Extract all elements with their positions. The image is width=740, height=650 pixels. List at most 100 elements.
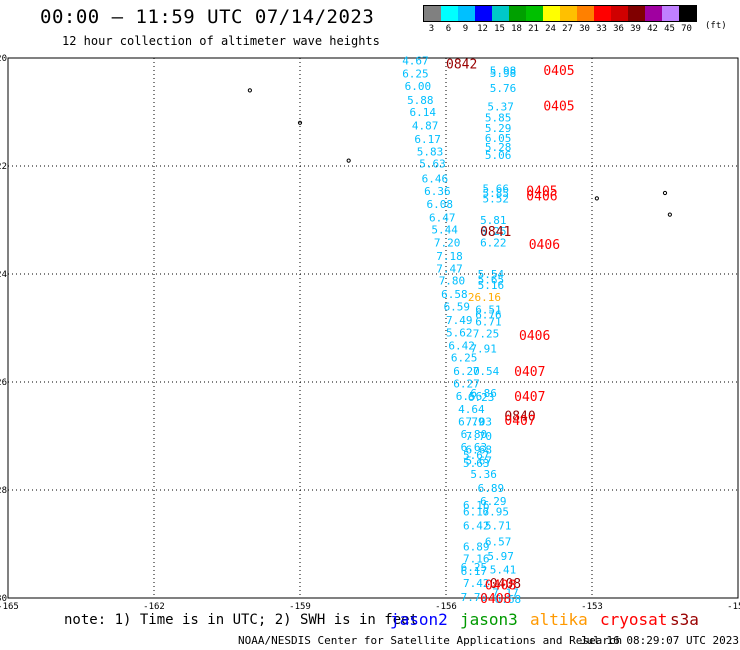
pass-time-label: 0841 (480, 225, 511, 240)
legend-altika: altika (530, 610, 588, 629)
pass-time-label: 0405 (543, 64, 574, 79)
island-marker (297, 120, 303, 125)
y-tick-label: -30 (0, 594, 7, 604)
scale-color-box (662, 6, 679, 21)
wave-height-label: 6.29 (480, 495, 507, 508)
scale-color-box (543, 6, 560, 21)
wave-height-label: 5.67 (465, 454, 492, 467)
scale-color-box (509, 6, 526, 21)
wave-height-label: 5.98 (490, 64, 517, 77)
pass-time-label: 0408 (485, 579, 516, 594)
island-marker (346, 158, 351, 163)
x-tick-label: -162 (143, 602, 165, 612)
scale-label: 3 (428, 24, 435, 34)
y-tick-label: -24 (0, 270, 7, 280)
wave-height-label: 5.54 (478, 268, 505, 281)
wave-height-label: 6.25 (451, 352, 478, 365)
wave-height-label: 5.71 (485, 520, 512, 533)
wave-height-label: 7.49 (446, 314, 473, 327)
pass-time-label: 0408 (490, 577, 521, 592)
scale-label: 33 (596, 24, 607, 34)
island-marker (247, 88, 252, 93)
wave-height-label: 6.80 (461, 428, 488, 441)
wave-height-label: 5.52 (483, 192, 510, 205)
footnote: note: 1) Time is in UTC; 2) SWH is in fe… (64, 612, 419, 628)
wave-height-label: 5.29 (485, 122, 512, 135)
wave-height-label: 6.79 (458, 415, 485, 428)
scale-label: 12 (477, 24, 488, 34)
wave-height-label: 7.25 (473, 327, 500, 340)
pass-time-label: 0407 (504, 414, 535, 429)
scale-label: 6 (445, 24, 452, 34)
wave-height-label: 4.67 (402, 55, 429, 68)
wave-height-label: 6.58 (441, 288, 468, 301)
wave-height-label: 6.51 (475, 304, 502, 317)
wave-height-label: 4.87 (412, 120, 439, 133)
island-marker (594, 196, 599, 201)
pass-time-label: 0840 (504, 409, 535, 424)
scale-color-box (458, 6, 475, 21)
wave-height-label: 7.16 (463, 553, 490, 566)
x-tick-label: -156 (435, 602, 457, 612)
wave-height-label: 6.89 (478, 482, 505, 495)
legend-cryosat: cryosat (600, 610, 668, 629)
pass-time-label: 0406 (519, 329, 550, 344)
scale-label: 36 (613, 24, 624, 34)
wave-height-label: 6.23 (468, 391, 495, 404)
legend-jason2: jason2 (390, 610, 448, 629)
scale-color-boxes (423, 5, 697, 22)
wave-height-label: 6.68 (465, 444, 492, 457)
wave-height-label: 6.14 (410, 106, 437, 119)
page-subtitle: 12 hour collection of altimeter wave hei… (62, 34, 380, 48)
wave-height-label: 7.70 (465, 430, 492, 443)
wave-height-label: 5.37 (487, 101, 514, 114)
scale-color-box (645, 6, 662, 21)
pass-time-label: 0407 (514, 390, 545, 405)
wave-height-label: 6.56 (456, 390, 483, 403)
wave-height-label: 6.22 (480, 237, 507, 250)
wave-height-label: 5.63 (463, 457, 490, 470)
wave-height-label: 5.66 (483, 183, 510, 196)
scale-label: 18 (511, 24, 522, 34)
scale-color-box (526, 6, 543, 21)
wave-height-label: 6.25 (402, 68, 429, 81)
scale-color-box (611, 6, 628, 21)
wave-height-label: 6.89 (463, 541, 490, 554)
wave-height-label: 6.05 (485, 132, 512, 145)
x-tick-label: -150 (727, 602, 740, 612)
scale-color-box (560, 6, 577, 21)
wave-height-label: 6.68 (495, 593, 521, 606)
wave-height-label: 7.17 (492, 587, 519, 600)
wave-height-label: 5.06 (485, 149, 512, 162)
scale-color-box (628, 6, 645, 21)
pass-time-label: 0407 (514, 365, 545, 380)
scale-color-box (492, 6, 509, 21)
scale-labels: 3 6 9 12 15 18 21 24 27 30 33 36 39 42 45 70 (423, 22, 697, 36)
pass-time-label: 0405 (543, 100, 574, 115)
scale-label: 21 (528, 24, 539, 34)
wave-height-label: 5.98 (490, 67, 517, 80)
wave-height-label: 7.18 (436, 250, 463, 263)
scale-color-box (577, 6, 594, 21)
wave-height-label: 6.63 (461, 441, 488, 454)
wave-height-label: 5.83 (417, 145, 444, 158)
wave-height-label: 5.85 (483, 187, 510, 200)
wave-height-label: 5.44 (431, 224, 458, 237)
pass-time-label: 0405 (526, 184, 557, 199)
wave-height-label: 7.54 (473, 365, 500, 378)
wave-height-label: 5.16 (478, 279, 505, 292)
scale-label: 42 (647, 24, 658, 34)
wave-height-label: 6.17 (414, 133, 441, 146)
wave-height-label: 6.95 (483, 506, 510, 519)
wave-height-scale: 3 6 9 12 15 18 21 24 27 30 33 36 39 42 45 70 (423, 5, 697, 36)
scale-color-box (441, 6, 458, 21)
wave-height-label: 6.08 (427, 198, 454, 211)
y-tick-label: -28 (0, 486, 7, 496)
wave-height-label: 7.91 (470, 343, 497, 356)
legend-s3a: s3a (670, 610, 699, 629)
scale-label: 24 (545, 24, 556, 34)
wave-height-label: 5.85 (485, 111, 512, 124)
scale-color-box (424, 6, 441, 21)
footer-credit: NOAA/NESDIS Center for Satellite Applica… (238, 634, 623, 647)
wave-height-label: 5.97 (487, 550, 514, 563)
